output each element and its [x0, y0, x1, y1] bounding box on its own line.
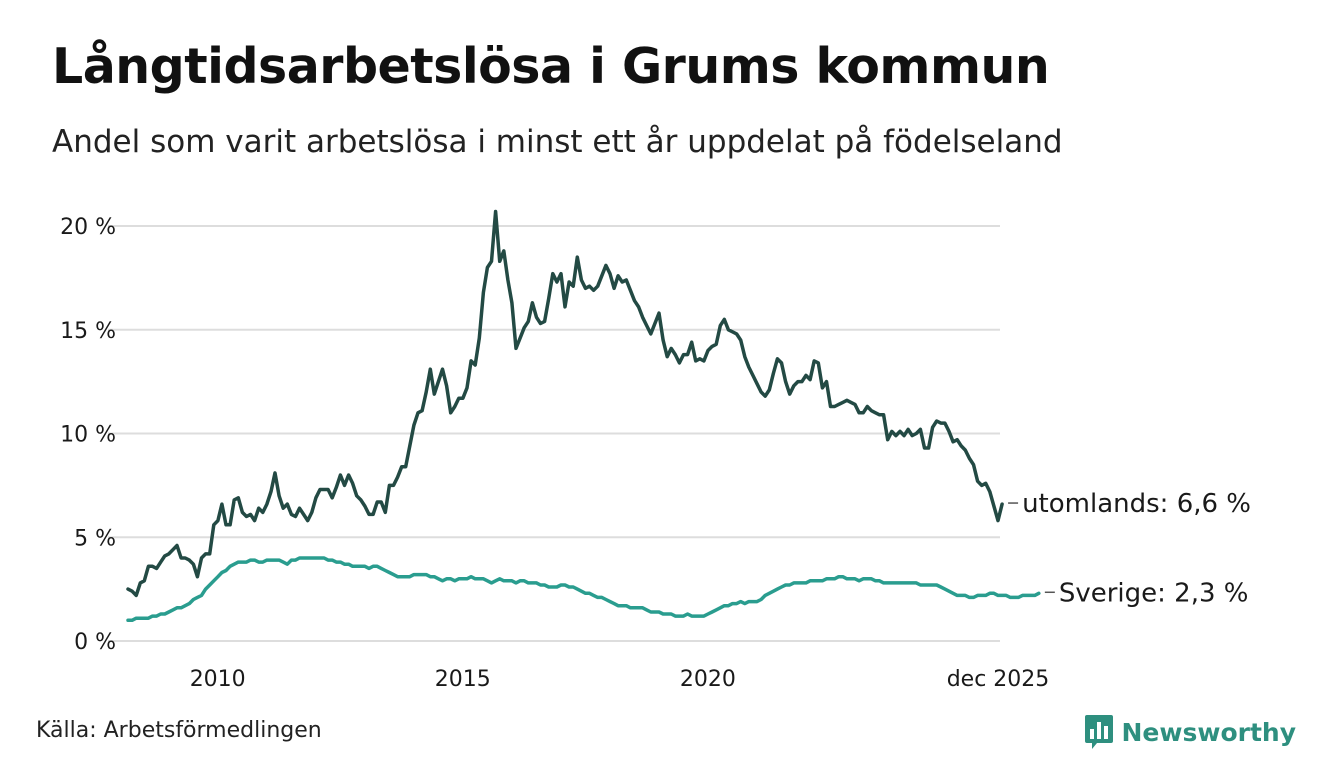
- x-tick-label: 2015: [435, 667, 491, 692]
- brand-name: Newsworthy: [1121, 717, 1297, 747]
- x-axis-ticks: 2010 2015 2020 dec 2025: [190, 667, 1050, 692]
- y-tick-label: 0 %: [74, 630, 116, 655]
- chart-subtitle: Andel som varit arbetslösa i minst ett å…: [52, 124, 1063, 160]
- y-tick-label: 5 %: [74, 526, 116, 551]
- x-tick-label: 2010: [190, 667, 246, 692]
- series-line-sverige: [126, 556, 1041, 623]
- series: [126, 209, 1041, 623]
- gridlines: [108, 225, 1000, 642]
- brand-logo: Newsworthy: [1084, 712, 1297, 752]
- y-tick-label: 15 %: [60, 319, 116, 344]
- y-axis-ticks: 0 % 5 % 10 % 15 % 20 %: [60, 215, 116, 655]
- end-label-utomlands: utomlands: 6,6 %: [1022, 489, 1251, 519]
- x-tick-label: 2020: [680, 667, 736, 692]
- series-line-utomlands: [126, 209, 1004, 598]
- end-label-sverige: Sverige: 2,3 %: [1059, 578, 1249, 608]
- y-tick-label: 20 %: [60, 215, 116, 240]
- chart-title: Långtidsarbetslösa i Grums kommun: [52, 38, 1050, 95]
- end-labels: utomlands: 6,6 % Sverige: 2,3 %: [1008, 489, 1251, 608]
- bar-chart-speech-icon: [1084, 715, 1113, 749]
- y-tick-label: 10 %: [60, 423, 116, 448]
- x-tick-label: dec 2025: [947, 667, 1050, 692]
- source-note: Källa: Arbetsförmedlingen: [36, 718, 322, 743]
